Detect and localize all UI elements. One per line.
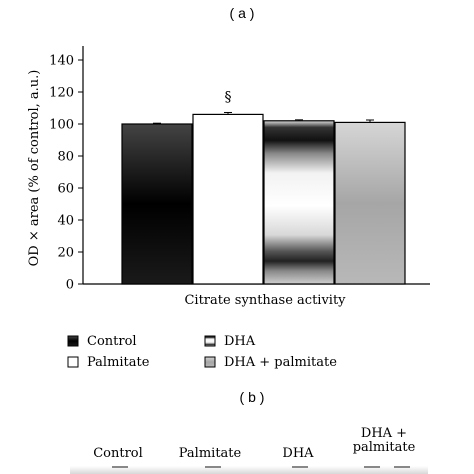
blot-lane-label: Control bbox=[93, 446, 143, 461]
y-tick-label: 40 bbox=[57, 214, 74, 229]
blot-lane-label: palmitate bbox=[353, 440, 416, 455]
y-tick-label: 0 bbox=[66, 278, 74, 293]
legend-label: DHA + palmitate bbox=[224, 355, 337, 370]
panel-a-label: ( a ) bbox=[230, 5, 255, 21]
legend-item: Palmitate bbox=[67, 355, 150, 370]
blot-band bbox=[112, 466, 128, 468]
bar-control bbox=[121, 123, 193, 285]
blot-band bbox=[205, 466, 221, 468]
legend-swatch bbox=[204, 335, 216, 347]
y-tick-label: 80 bbox=[57, 150, 74, 165]
y-tick-label: 140 bbox=[49, 54, 74, 69]
blot-lane-label: DHA + bbox=[361, 426, 407, 441]
legend-swatch bbox=[67, 356, 79, 368]
legend-swatch bbox=[204, 356, 216, 368]
legend-item: Control bbox=[67, 334, 137, 349]
y-axis-title: OD × area (% of control, a.u.) bbox=[27, 70, 42, 267]
y-tick-label: 100 bbox=[49, 118, 74, 133]
bar-dha bbox=[263, 120, 335, 285]
legend-item: DHA + palmitate bbox=[204, 355, 337, 370]
blot-band bbox=[364, 466, 380, 468]
legend-swatch bbox=[67, 335, 79, 347]
y-axis: 0 20 40 60 80 100 120 140 bbox=[49, 46, 430, 293]
bars: § bbox=[121, 89, 406, 285]
legend-label: DHA bbox=[224, 334, 256, 349]
bar-dha-palmitate bbox=[334, 121, 406, 285]
legend-label: Control bbox=[87, 334, 137, 349]
legend: Control Palmitate DHA DHA + palmitate bbox=[67, 334, 337, 370]
significance-mark: § bbox=[225, 89, 232, 105]
y-tick-label: 60 bbox=[57, 182, 74, 197]
legend-item: DHA bbox=[204, 334, 256, 349]
y-tick-label: 120 bbox=[49, 86, 74, 101]
panel-b-label: ( b ) bbox=[240, 389, 265, 405]
western-blot: Control Palmitate DHA DHA +palmitate bbox=[70, 426, 428, 474]
bar-palmitate bbox=[192, 113, 264, 285]
blot-band bbox=[292, 466, 308, 468]
y-tick-label: 20 bbox=[57, 246, 74, 261]
legend-label: Palmitate bbox=[87, 355, 150, 370]
blot-lane-label: DHA bbox=[282, 446, 314, 461]
blot-band bbox=[394, 466, 410, 468]
blot-membrane bbox=[70, 466, 428, 474]
blot-lane-label: Palmitate bbox=[179, 446, 242, 461]
x-axis-title: Citrate synthase activity bbox=[184, 293, 346, 308]
